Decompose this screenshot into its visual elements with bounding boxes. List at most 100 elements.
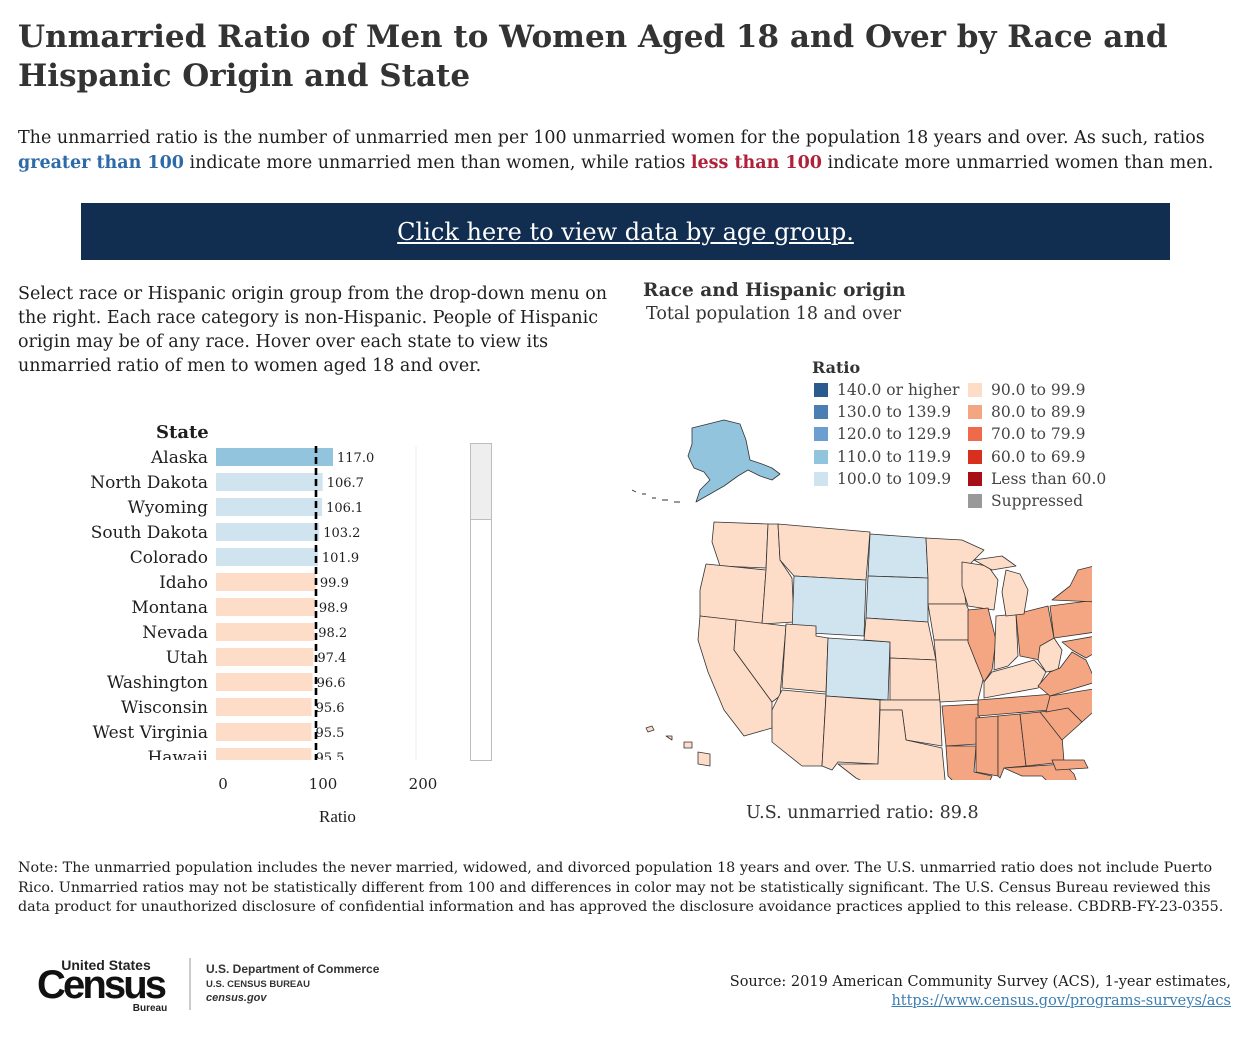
- state-oregon[interactable]: [699, 563, 767, 625]
- x-axis: 0 100 200: [218, 775, 438, 793]
- age-group-banner: Click here to view data by age group.: [81, 203, 1170, 260]
- state-south-dakota[interactable]: [865, 575, 929, 623]
- state-indiana[interactable]: [993, 613, 1019, 671]
- state-georgia[interactable]: [1019, 711, 1065, 767]
- legend-label: 120.0 to 129.9: [837, 425, 952, 444]
- state-label: Washington: [107, 673, 208, 693]
- state-alaska[interactable]: [687, 419, 781, 503]
- bar[interactable]: [216, 673, 313, 691]
- logo-bureau: Bureau: [133, 1003, 167, 1014]
- bar-chart-plot: Alaska 117.0 North Dakota 106.7 Wyoming 106.1…: [90, 446, 417, 760]
- legend-swatch: [814, 449, 828, 464]
- legend-item: 110.0 to 119.9: [814, 447, 951, 467]
- state-pennsylvania[interactable]: [1049, 600, 1092, 639]
- source-citation: Source: 2019 American Community Survey (…: [730, 973, 1231, 1011]
- legend-label: 60.0 to 69.9: [991, 447, 1086, 466]
- state-maryland[interactable]: [1061, 636, 1092, 659]
- legend-label: 90.0 to 99.9: [991, 381, 1086, 399]
- state-label: Wisconsin: [121, 698, 208, 718]
- bar[interactable]: [216, 473, 323, 491]
- acs-link[interactable]: https://www.census.gov/programs-surveys/…: [891, 993, 1231, 1009]
- logo-census: Census: [38, 963, 167, 1007]
- bar-value-label: 103.2: [323, 526, 360, 541]
- bar[interactable]: [216, 448, 333, 466]
- logo-united-states: United States: [61, 957, 151, 973]
- state-label: North Dakota: [90, 473, 208, 493]
- legend-item: 90.0 to 99.9: [968, 380, 1085, 400]
- state-washington[interactable]: [711, 521, 769, 569]
- map-subheading[interactable]: Total population 18 and over: [646, 304, 902, 324]
- map-heading: Race and Hispanic origin: [643, 280, 906, 301]
- legend-swatch: [814, 405, 828, 420]
- legend-label: 110.0 to 119.9: [837, 447, 952, 466]
- bar[interactable]: [216, 598, 315, 616]
- logo-dept: U.S. Department of Commerce: [206, 962, 380, 976]
- state-label: Wyoming: [128, 498, 208, 518]
- legend-item: 70.0 to 79.9: [968, 424, 1085, 444]
- legend-label: 130.0 to 139.9: [837, 403, 952, 422]
- bar[interactable]: [216, 523, 320, 541]
- bar-chart-viewport: Alaska 117.0 North Dakota 106.7 Wyoming 106.1…: [0, 446, 440, 760]
- state-label: Hawaii: [147, 748, 208, 760]
- bar-value-label: 117.0: [337, 451, 374, 466]
- legend-item: 60.0 to 69.9: [968, 447, 1085, 467]
- legend-item: Less than 60.0: [968, 469, 1106, 489]
- legend-label: 100.0 to 109.9: [837, 469, 952, 488]
- source-text: Source: 2019 American Community Survey (…: [729, 974, 1231, 990]
- state-virginia[interactable]: [1037, 651, 1092, 697]
- state-illinois[interactable]: [967, 607, 997, 683]
- intro-part-2: indicate more unmarried men than women, …: [183, 153, 691, 173]
- state-arkansas[interactable]: [941, 703, 981, 747]
- bar-value-label: 95.6: [316, 701, 345, 716]
- intro-text: The unmarried ratio is the number of unm…: [18, 126, 1233, 176]
- state-texas[interactable]: [837, 709, 946, 780]
- legend-swatch: [968, 449, 982, 464]
- legend-item: 120.0 to 129.9: [814, 424, 951, 444]
- bar[interactable]: [216, 573, 316, 591]
- bar[interactable]: [216, 623, 315, 641]
- state-label: Utah: [166, 648, 208, 668]
- state-iowa[interactable]: [927, 603, 975, 641]
- legend-item: 130.0 to 139.9: [814, 402, 951, 422]
- state-kentucky[interactable]: [983, 659, 1047, 699]
- state-michigan[interactable]: [1001, 569, 1029, 617]
- scrollbar-thumb[interactable]: [471, 444, 491, 520]
- bar-value-label: 96.6: [317, 676, 346, 691]
- state-utah[interactable]: [781, 623, 829, 693]
- bar[interactable]: [216, 548, 318, 566]
- state-label: West Virginia: [93, 723, 209, 743]
- intro-part-1: The unmarried ratio is the number of unm…: [18, 128, 1205, 148]
- state-hawaii[interactable]: [645, 725, 711, 767]
- state-new-york[interactable]: [1051, 566, 1092, 614]
- state-kansas[interactable]: [889, 657, 941, 701]
- legend-swatch: [968, 405, 982, 420]
- x-tick-label: 200: [409, 775, 438, 793]
- bar[interactable]: [216, 498, 323, 516]
- bar[interactable]: [216, 748, 312, 760]
- bar-value-label: 99.9: [320, 576, 349, 591]
- state-arizona[interactable]: [771, 689, 827, 767]
- legend-label: 70.0 to 79.9: [991, 425, 1086, 444]
- bar-value-label: 98.2: [318, 626, 347, 641]
- view-by-age-group-link[interactable]: Click here to view data by age group.: [397, 217, 854, 246]
- puerto-rico[interactable]: [1051, 759, 1089, 771]
- legend-label: 80.0 to 89.9: [991, 403, 1086, 422]
- bar[interactable]: [216, 723, 312, 741]
- state-nevada[interactable]: [733, 619, 787, 703]
- bar[interactable]: [216, 648, 314, 666]
- state-colorado[interactable]: [825, 637, 891, 701]
- bar[interactable]: [216, 698, 312, 716]
- state-north-dakota[interactable]: [867, 533, 929, 579]
- state-mississippi[interactable]: [975, 715, 999, 777]
- state-new-mexico[interactable]: [821, 695, 881, 771]
- state-label: South Dakota: [91, 523, 208, 543]
- state-michigan-up: [973, 555, 1017, 571]
- bar-value-label: 95.5: [316, 751, 345, 760]
- bar-chart-scrollbar[interactable]: [470, 443, 492, 761]
- census-bureau-logo: United States Census Bureau U.S. Departm…: [38, 957, 380, 1014]
- legend-label: Suppressed: [991, 492, 1084, 510]
- state-montana[interactable]: [777, 523, 871, 581]
- state-north-carolina[interactable]: [1045, 688, 1092, 723]
- bar-value-label: 101.9: [322, 551, 359, 566]
- legend-label: 140.0 or higher: [837, 381, 960, 399]
